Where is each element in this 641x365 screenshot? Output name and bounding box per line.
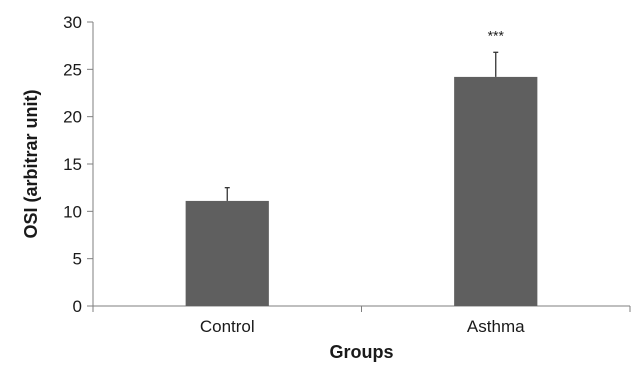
y-tick-label: 5 (73, 250, 82, 269)
bar-asthma (454, 76, 538, 306)
error-bars (224, 51, 499, 201)
bars (185, 76, 538, 306)
significance-marker: *** (488, 27, 505, 43)
axes (92, 22, 630, 307)
bar-control (185, 200, 269, 306)
x-tick-label: Control (200, 317, 255, 336)
x-axis-title: Groups (329, 342, 393, 362)
y-tick-label: 10 (63, 202, 82, 221)
annotations: *** (488, 27, 505, 43)
y-tick-label: 0 (73, 297, 82, 316)
y-tick-label: 20 (63, 108, 82, 127)
x-tick-label: Asthma (467, 317, 525, 336)
y-tick-label: 15 (63, 155, 82, 174)
x-ticks: Control Asthma (92, 306, 631, 336)
y-ticks: 0 5 10 15 20 25 30 (63, 13, 93, 316)
y-axis-title: OSI (arbitrar unit) (21, 89, 41, 238)
y-tick-label: 30 (63, 13, 82, 32)
y-tick-label: 25 (63, 60, 82, 79)
